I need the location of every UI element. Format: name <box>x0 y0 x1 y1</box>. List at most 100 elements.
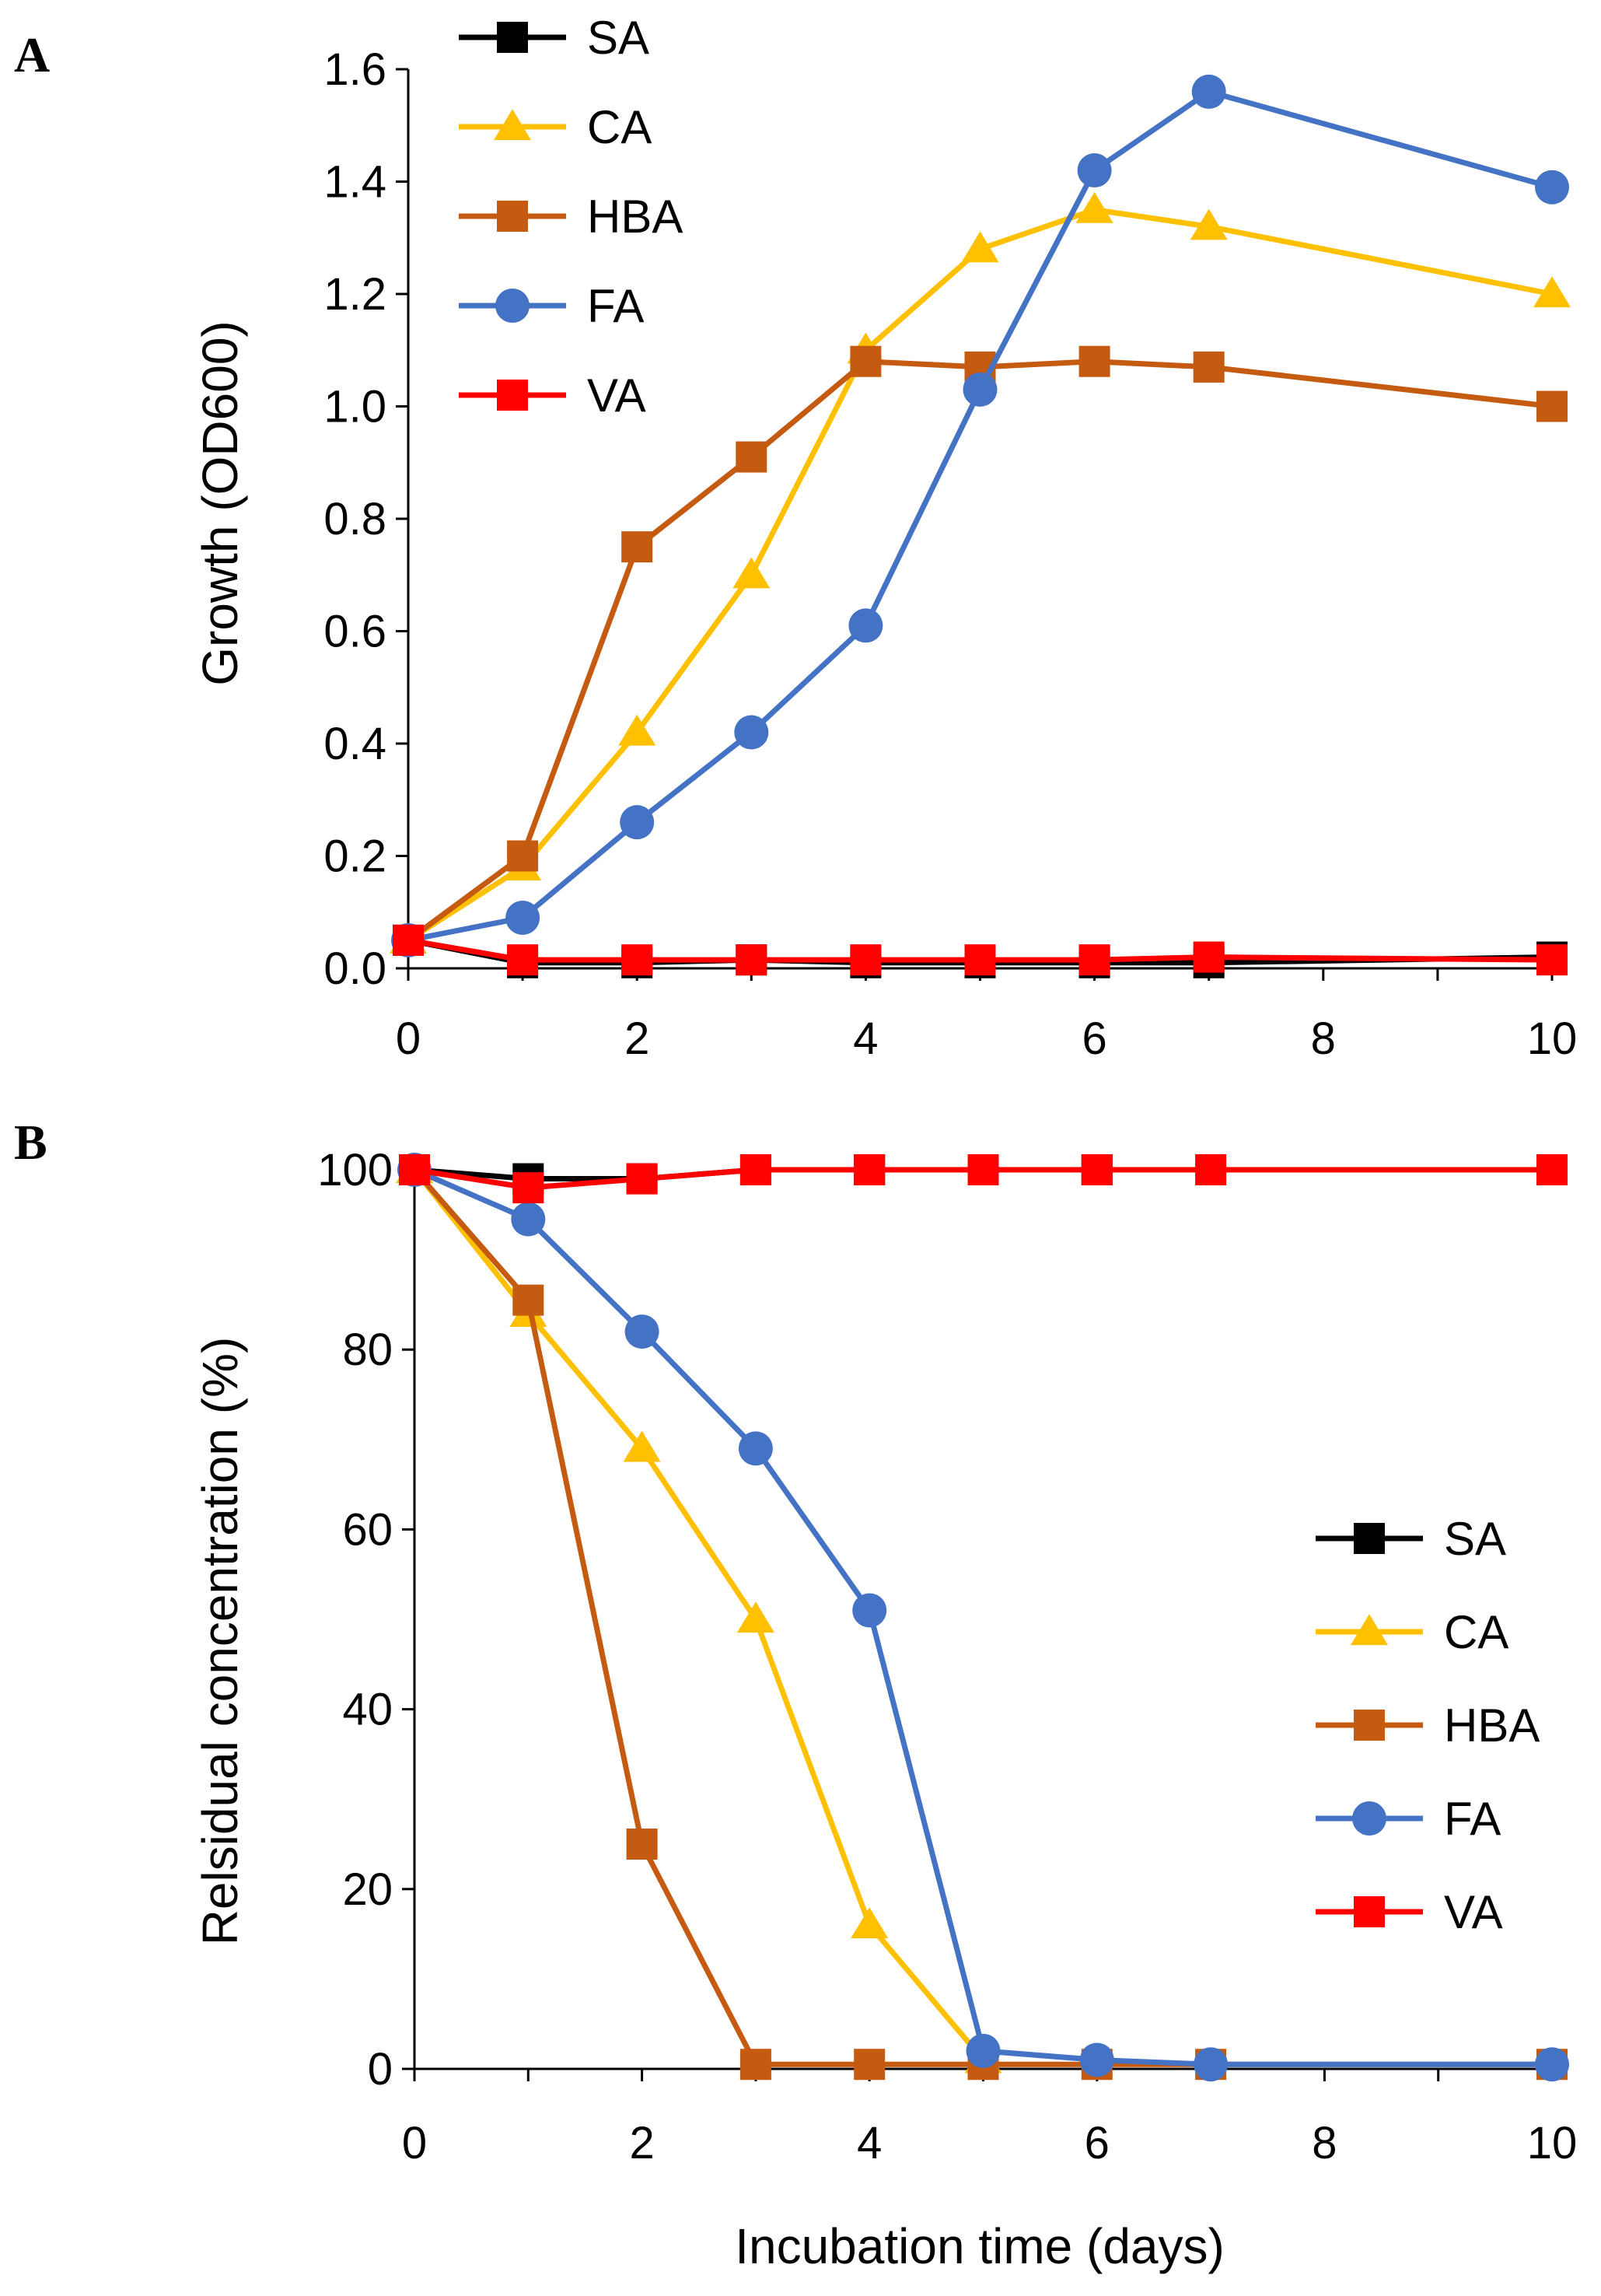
panel-a-point-fa <box>963 372 998 407</box>
panel-a-series-va <box>393 924 1568 976</box>
panel-b-axes <box>402 1168 1554 2081</box>
panel-b-x-tick-label: 0 <box>402 2118 427 2168</box>
panel-b-point-va <box>739 1154 771 1185</box>
panel-a-y-tick-label: 1.2 <box>323 269 386 320</box>
panel-a-legend-marker <box>497 22 528 53</box>
panel-b-y-tick-label: 40 <box>342 1685 393 1735</box>
panel-b-point-hba <box>512 1284 544 1316</box>
panel-a-point-ca <box>1190 208 1228 240</box>
panel-b-point-hba <box>626 1829 658 1860</box>
panel-b-legend-item-ca: CA <box>1316 1606 1508 1658</box>
panel-b-point-fa <box>511 1202 546 1237</box>
panel-a-point-hba <box>1536 390 1568 422</box>
panel-a-x-tick-label: 8 <box>1311 1013 1336 1064</box>
panel-a-legend-label: HBA <box>587 191 683 243</box>
panel-a-legend-item-va: VA <box>459 369 646 422</box>
panel-b-line-ca <box>412 1167 986 2062</box>
panel-b-point-fa <box>966 2033 1001 2068</box>
panel-a-legend-label: SA <box>587 12 649 64</box>
panel-b-legend: SA CA HBA FA VA <box>1316 1513 1540 1938</box>
panel-b-x-tick-label: 2 <box>629 2118 654 2168</box>
panel-a-legend-marker <box>497 380 528 411</box>
panel-b-point-ca <box>851 1907 889 1939</box>
panel-b-legend-marker <box>1354 1523 1385 1554</box>
panel-a-legend-label: FA <box>587 280 644 332</box>
panel-a-point-fa <box>505 900 540 935</box>
panel-a-y-tick-label: 0.8 <box>323 494 386 544</box>
panel-b-point-fa <box>1194 2047 1229 2082</box>
panel-a-point-va <box>621 944 653 976</box>
x-axis-title: Incubation time (days) <box>735 2218 1225 2274</box>
panel-b-point-va <box>1195 1154 1227 1185</box>
panel-b-point-va <box>399 1154 430 1185</box>
panel-a-point-va <box>1078 944 1110 976</box>
panel-a-y-tick-label: 1.4 <box>323 157 386 208</box>
panel-b-legend-marker <box>1352 1801 1386 1836</box>
panel-b-y-tick-label: 20 <box>342 1864 393 1915</box>
panel-b-point-hba <box>854 2049 886 2081</box>
panel-b-legend-label: SA <box>1444 1513 1506 1565</box>
panel-a-legend-marker <box>494 109 531 141</box>
panel-a-point-va <box>850 944 882 976</box>
panel-a-y-tick-label: 0.2 <box>323 831 386 882</box>
panel-b-point-va <box>1536 1154 1568 1185</box>
panel-a-y-tick-label: 0.4 <box>323 719 386 769</box>
panel-a-point-hba <box>621 531 653 563</box>
panel-a-point-ca <box>1075 191 1113 223</box>
panel-b-series-fa <box>397 1153 1569 2082</box>
panel-b-legend-label: FA <box>1444 1793 1501 1845</box>
panel-a-y-tick-label: 0.6 <box>323 607 386 657</box>
panel-b-point-va <box>512 1172 544 1204</box>
panel-b-y-tick-label: 80 <box>342 1325 393 1375</box>
panel-b-legend-item-sa: SA <box>1316 1513 1506 1565</box>
panel-a-series-fa <box>391 74 1569 957</box>
panel-b-series-ca <box>396 1152 1002 2074</box>
panel-a-legend: SA CA HBA FA VA <box>459 12 683 422</box>
panel-b-legend-marker <box>1354 1710 1385 1741</box>
panel-a-point-ca <box>732 557 771 589</box>
panel-a-point-va <box>507 944 539 976</box>
panel-a-y-tick-label: 1.0 <box>323 382 386 432</box>
panel-a-tick-labels: 0.0 0.2 0.4 0.6 0.8 1.0 1.2 1.4 1.6 0 2 4 6 8 10 <box>323 44 1577 1064</box>
panel-a-point-va <box>736 944 767 976</box>
panel-b-point-hba <box>739 2049 771 2081</box>
panel-a-point-ca <box>961 231 999 263</box>
panel-b-tick-labels: 0 20 40 60 80 100 0 2 4 6 8 10 <box>317 1145 1577 2168</box>
panel-a-point-va <box>1536 944 1568 976</box>
panel-b-y-tick-label: 0 <box>368 2044 393 2095</box>
panel-b-x-tick-label: 4 <box>857 2118 882 2168</box>
panel-b-point-va <box>1081 1154 1113 1185</box>
panel-b-legend-item-fa: FA <box>1316 1793 1501 1845</box>
panel-a-point-fa <box>620 805 655 840</box>
panel-a-x-tick-label: 2 <box>624 1013 649 1064</box>
panel-a-point-va <box>1193 941 1225 973</box>
panel-b-x-tick-label: 10 <box>1527 2118 1578 2168</box>
panel-a-x-tick-label: 0 <box>396 1013 421 1064</box>
panel-b-concentration-chart: B Relsidual concentration (%) 0204060801… <box>14 1115 1577 2168</box>
panel-b-legend-item-hba: HBA <box>1316 1699 1540 1752</box>
panel-a-series-hba <box>393 345 1568 956</box>
panel-a-point-ca <box>1533 276 1571 308</box>
panel-a-point-va <box>393 924 424 956</box>
panel-a-line-fa <box>407 89 1553 943</box>
panel-b-line-hba <box>412 1167 1552 2067</box>
panel-b-point-fa <box>738 1431 773 1466</box>
panel-b-legend-label: CA <box>1444 1606 1508 1658</box>
panel-b-point-va <box>854 1154 886 1185</box>
panel-b-legend-marker <box>1354 1896 1385 1927</box>
panel-b-point-va <box>967 1154 999 1185</box>
panel-a-legend-item-sa: SA <box>459 12 649 64</box>
panel-a-point-fa <box>1535 170 1569 205</box>
panel-a-point-hba <box>1193 351 1225 383</box>
panel-a-y-axis-title: Growth (OD600) <box>192 320 248 685</box>
panel-a-x-tick-label: 10 <box>1527 1013 1578 1064</box>
panel-a-series-ca <box>390 191 1571 954</box>
panel-b-series <box>396 1152 1569 2082</box>
panel-a-x-tick-label: 6 <box>1082 1013 1106 1064</box>
panel-a-legend-item-fa: FA <box>459 280 644 332</box>
panel-a-point-hba <box>850 345 882 377</box>
panel-b-x-tick-label: 8 <box>1312 2118 1337 2168</box>
panel-b-legend-label: VA <box>1444 1886 1503 1938</box>
panel-a-y-tick-label: 1.6 <box>323 44 386 95</box>
